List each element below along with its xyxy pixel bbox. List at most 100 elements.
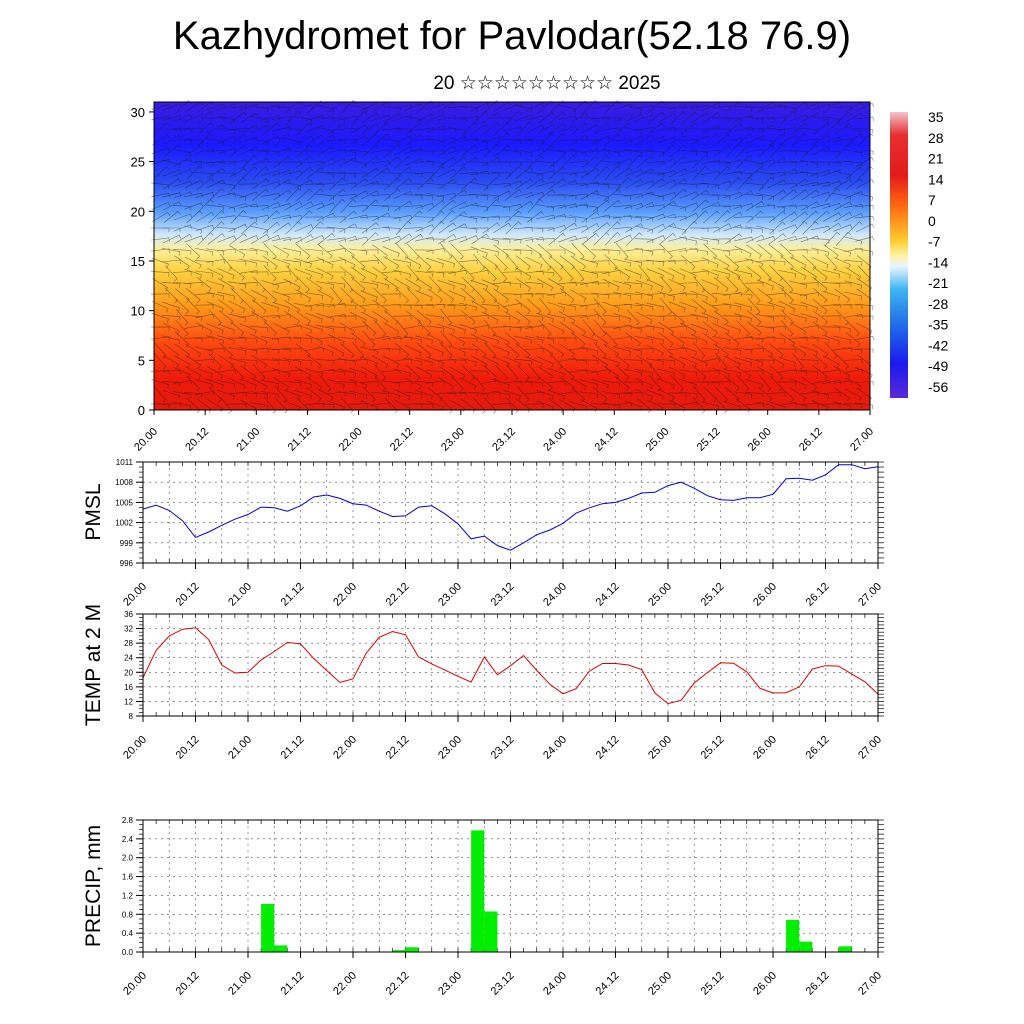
series-line (142, 464, 879, 551)
y-tick-label: 25 (131, 155, 145, 170)
x-tick-label: 20.12 (174, 581, 202, 609)
x-tick-label: 25.00 (646, 734, 674, 762)
x-tick-label: 20.00 (121, 581, 149, 609)
y-tick-label: 0.8 (122, 910, 134, 919)
x-tick-label: 24.00 (541, 581, 569, 609)
x-tick-label: 23.12 (490, 426, 518, 454)
x-tick-label: 20.12 (174, 970, 202, 998)
colorbar-label: 14 (928, 171, 944, 187)
x-tick-label: 27.00 (856, 734, 884, 762)
x-tick-label: 21.12 (279, 970, 307, 998)
colorbar-label: 28 (928, 130, 944, 146)
y-tick-label: 2.8 (122, 816, 134, 825)
x-tick-label: 25.00 (644, 426, 672, 454)
x-tick-label: 23.12 (489, 970, 517, 998)
x-tick-label: 22.00 (331, 734, 359, 762)
colorbar-label: 21 (928, 151, 944, 167)
x-tick-label: 26.00 (751, 581, 779, 609)
colorbar (890, 112, 908, 398)
y-tick-label: 24 (124, 654, 133, 663)
y-tick-label: 0.0 (122, 948, 134, 957)
x-tick-label: 25.12 (695, 426, 723, 454)
x-tick-label: 21.12 (279, 581, 307, 609)
colorbar-label: -56 (928, 379, 948, 395)
x-tick-label: 21.00 (226, 734, 254, 762)
x-tick-label: 24.12 (594, 581, 622, 609)
x-tick-label: 24.12 (594, 970, 622, 998)
page-title: Kazhydromet for Pavlodar(52.18 76.9) (172, 14, 852, 58)
precip-bar (786, 919, 800, 952)
precip-bar (838, 946, 852, 952)
x-tick-label: 22.12 (388, 426, 416, 454)
x-tick-label: 23.12 (489, 581, 517, 609)
colorbar-label: -7 (928, 234, 941, 250)
x-tick-label: 22.00 (331, 581, 359, 609)
y-tick-label: 1.6 (122, 873, 134, 882)
line-panel: 8 12 16 20 24 28 32 36 20.00 20.12 21.00 21.12 22.00… (82, 604, 884, 762)
precip-bar (471, 830, 485, 952)
precip-bar (405, 947, 419, 952)
precip-bar (261, 903, 275, 952)
precip-bar (799, 941, 813, 952)
colorbar-label: -42 (928, 337, 948, 353)
x-tick-label: 20.00 (121, 734, 149, 762)
x-tick-label: 23.00 (436, 581, 464, 609)
colorbar-label: -14 (928, 254, 948, 270)
y-tick-label: 10 (131, 304, 145, 319)
colorbar-label: -49 (928, 358, 948, 374)
x-tick-label: 27.00 (856, 970, 884, 998)
y-axis-title: PMSL (82, 483, 105, 540)
x-tick-label: 22.12 (384, 734, 412, 762)
x-tick-label: 25.00 (646, 581, 674, 609)
x-tick-label: 24.12 (592, 426, 620, 454)
x-tick-label: 23.12 (489, 734, 517, 762)
y-tick-label: 1008 (115, 478, 133, 487)
x-tick-label: 21.00 (226, 970, 254, 998)
y-tick-label: 1011 (116, 458, 134, 467)
x-tick-label: 23.00 (436, 970, 464, 998)
x-tick-label: 25.12 (699, 581, 727, 609)
y-tick-label: 2.0 (122, 854, 134, 863)
x-tick-label: 20.12 (174, 734, 202, 762)
y-tick-label: 28 (124, 639, 133, 648)
y-tick-label: 5 (138, 353, 145, 368)
x-tick-label: 25.12 (699, 734, 727, 762)
y-tick-label: 1.2 (122, 891, 134, 900)
x-tick-label: 25.00 (646, 970, 674, 998)
colorbar-label: -28 (928, 296, 948, 312)
precip-bar (392, 950, 406, 952)
x-tick-label: 27.00 (856, 581, 884, 609)
x-tick-label: 23.00 (439, 426, 467, 454)
x-tick-label: 21.12 (286, 426, 314, 454)
y-axis-title: PRECIP, mm (82, 825, 105, 947)
y-tick-label: 16 (124, 683, 133, 692)
x-tick-label: 21.00 (226, 581, 254, 609)
y-tick-label: 8 (129, 712, 134, 721)
x-tick-label: 20.00 (132, 426, 160, 454)
y-tick-label: 20 (124, 668, 133, 677)
y-tick-label: 996 (120, 559, 134, 568)
x-tick-label: 25.12 (699, 970, 727, 998)
y-tick-label: 12 (124, 697, 133, 706)
colorbar-label: 7 (928, 192, 936, 208)
x-tick-label: 26.00 (751, 734, 779, 762)
x-tick-label: 26.00 (746, 426, 774, 454)
y-tick-label: 32 (124, 625, 133, 634)
x-tick-label: 22.00 (337, 426, 365, 454)
colorbar-label: -21 (928, 275, 948, 291)
x-tick-label: 24.00 (541, 734, 569, 762)
x-tick-label: 21.12 (279, 734, 307, 762)
y-tick-label: 1005 (115, 498, 133, 507)
x-tick-label: 22.12 (384, 581, 412, 609)
x-tick-label: 26.00 (751, 970, 779, 998)
colorbar-label: 35 (928, 109, 944, 125)
x-tick-label: 22.12 (384, 970, 412, 998)
y-tick-label: 0.4 (122, 929, 134, 938)
y-tick-label: 36 (124, 610, 133, 619)
wind-barbs (150, 99, 875, 414)
precip-panel: 0.0 0.4 0.8 1.2 1.6 2.0 2.4 2.8 20.00 20.12 21.00 2… (82, 816, 884, 998)
x-tick-label: 26.12 (804, 970, 832, 998)
x-tick-label: 26.12 (797, 426, 825, 454)
y-tick-label: 1002 (115, 519, 133, 528)
